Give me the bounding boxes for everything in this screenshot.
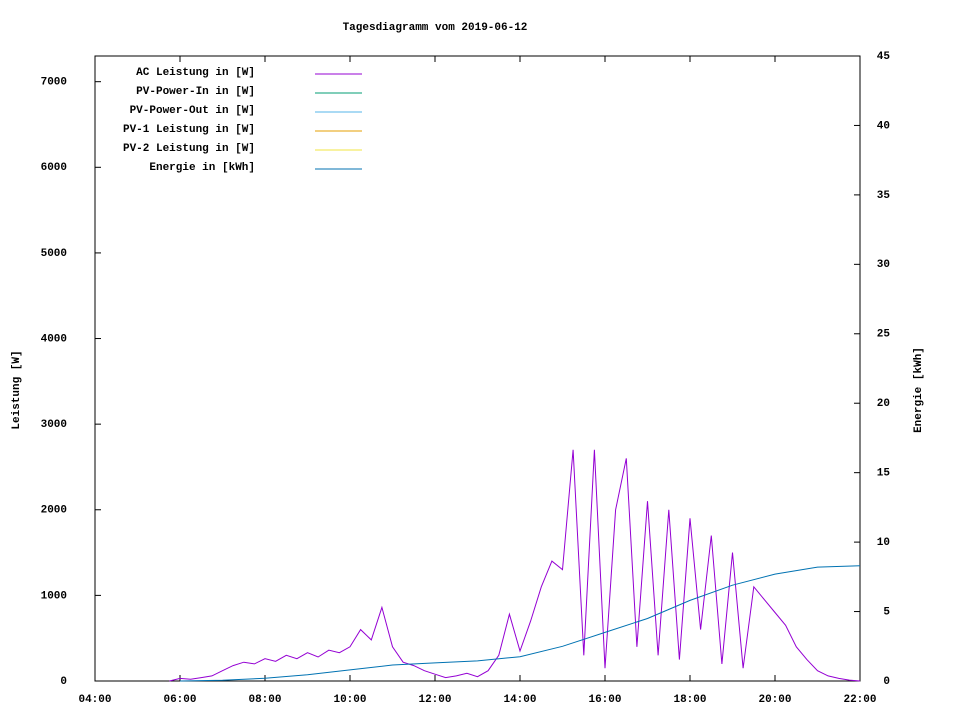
x-tick-label: 06:00 [163,694,196,706]
y-tick-label: 4000 [41,333,67,345]
series-line [179,565,861,682]
plot-frame [94,55,861,682]
x-tick-label: 12:00 [418,694,451,706]
y2-tick-label: 30 [877,259,890,271]
y-tick-label: 2000 [41,505,67,517]
legend-label: PV-Power-In in [W] [136,86,255,98]
x-tick-label: 20:00 [758,694,791,706]
y2-tick-label: 10 [877,537,890,549]
y2-axis-label: Energie [kWh] [913,347,925,433]
y2-tick-label: 40 [877,120,890,132]
chart-title: Tagesdiagramm vom 2019-06-12 [343,22,528,34]
y-tick-label: 0 [60,676,67,688]
y2-tick-label: 0 [883,676,890,688]
y-tick-label: 1000 [41,590,67,602]
series-line [169,449,861,682]
y2-tick-label: 35 [877,190,891,202]
legend-label: PV-1 Leistung in [W] [123,124,255,136]
y-tick-label: 3000 [41,419,67,431]
y-axis-label: Leistung [W] [11,350,23,429]
y-tick-label: 6000 [41,162,67,174]
x-tick-label: 10:00 [333,694,366,706]
y-tick-label: 7000 [41,77,67,89]
x-tick-label: 14:00 [503,694,536,706]
y2-tick-label: 25 [877,329,891,341]
legend-label: Energie in [kWh] [149,162,255,174]
x-tick-label: 18:00 [673,694,706,706]
legend-label: AC Leistung in [W] [136,67,255,79]
x-tick-label: 22:00 [843,694,876,706]
x-tick-label: 16:00 [588,694,621,706]
x-tick-label: 08:00 [248,694,281,706]
y-tick-label: 5000 [41,248,67,260]
legend-label: PV-Power-Out in [W] [130,105,255,117]
y2-tick-label: 5 [883,606,890,618]
legend-label: PV-2 Leistung in [W] [123,143,255,155]
y2-tick-label: 20 [877,398,890,410]
y2-tick-label: 45 [877,51,891,63]
y2-tick-label: 15 [877,468,891,480]
x-tick-label: 04:00 [78,694,111,706]
